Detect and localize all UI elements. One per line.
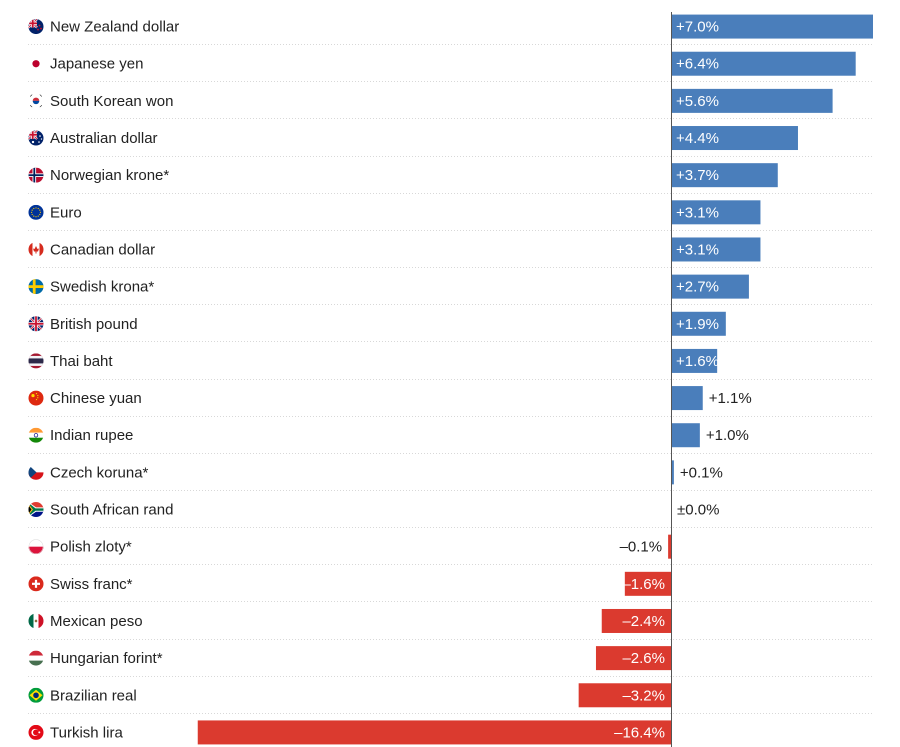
category-label: Thai baht: [50, 353, 113, 370]
category-label: Indian rupee: [50, 427, 133, 444]
bar: [578, 683, 671, 708]
value-label: –0.1%: [620, 539, 663, 556]
value-label: +1.9%: [676, 316, 719, 333]
category-label: Hungarian forint*: [50, 650, 163, 667]
value-label: –2.6%: [622, 650, 665, 667]
mexico-flag-icon: [28, 613, 44, 629]
uk-flag-icon: [28, 316, 44, 332]
bar: [197, 720, 671, 745]
category-label: South Korean won: [50, 93, 173, 110]
south-korea-flag-icon: [28, 93, 44, 109]
category-label: Euro: [50, 204, 82, 221]
category-label: Japanese yen: [50, 56, 143, 73]
eu-flag-icon: [28, 204, 44, 220]
turkey-flag-icon: [28, 724, 44, 740]
value-label: +3.1%: [676, 241, 719, 258]
norway-flag-icon: [28, 167, 44, 183]
category-label: Swiss franc*: [50, 576, 133, 593]
china-flag-icon: [28, 390, 44, 406]
bar: [671, 163, 778, 188]
category-label: Turkish lira: [50, 724, 123, 741]
value-label: ±0.0%: [677, 502, 719, 519]
brazil-flag-icon: [28, 687, 44, 703]
sweden-flag-icon: [28, 279, 44, 295]
value-label: +1.6%: [676, 353, 719, 370]
category-label: Swedish krona*: [50, 279, 154, 296]
south-africa-flag-icon: [28, 502, 44, 518]
category-label: South African rand: [50, 502, 173, 519]
value-label: +3.7%: [676, 167, 719, 184]
value-label: –16.4%: [614, 724, 665, 741]
value-label: –2.4%: [622, 613, 665, 630]
bar: [671, 14, 873, 39]
poland-flag-icon: [28, 539, 44, 555]
value-label: +0.1%: [680, 464, 723, 481]
thailand-flag-icon: [28, 353, 44, 369]
bar: [671, 311, 726, 336]
category-label: Norwegian krone*: [50, 167, 169, 184]
category-label: Australian dollar: [50, 130, 158, 147]
bar: [671, 423, 700, 448]
category-label: British pound: [50, 316, 138, 333]
new-zealand-flag-icon: [28, 19, 44, 35]
hungary-flag-icon: [28, 650, 44, 666]
value-label: +2.7%: [676, 279, 719, 296]
bar: [671, 460, 674, 485]
category-label: Czech koruna*: [50, 464, 149, 481]
bar: [671, 348, 718, 373]
bar: [668, 534, 671, 559]
india-flag-icon: [28, 427, 44, 443]
australia-flag-icon: [28, 130, 44, 146]
canada-flag-icon: [28, 241, 44, 257]
bar: [671, 237, 761, 262]
bar: [671, 274, 749, 299]
category-label: Canadian dollar: [50, 241, 155, 258]
value-label: –3.2%: [622, 687, 665, 704]
value-label: +6.4%: [676, 56, 719, 73]
bar: [671, 51, 856, 76]
czech-flag-icon: [28, 464, 44, 480]
bar: [595, 646, 671, 671]
value-label: +1.1%: [709, 390, 752, 407]
value-label: –1.6%: [622, 576, 665, 593]
category-label: Brazilian real: [50, 687, 137, 704]
value-label: +4.4%: [676, 130, 719, 147]
value-label: +1.0%: [706, 427, 749, 444]
category-label: Mexican peso: [50, 613, 143, 630]
category-label: Polish zloty*: [50, 539, 132, 556]
japan-flag-icon: [28, 56, 44, 72]
bar: [671, 386, 703, 411]
category-label: Chinese yuan: [50, 390, 142, 407]
bar: [671, 126, 798, 151]
value-label: +5.6%: [676, 93, 719, 110]
bar: [601, 608, 671, 633]
bar: [671, 200, 761, 225]
bar: [671, 88, 833, 113]
bar: [624, 571, 671, 596]
value-label: +7.0%: [676, 19, 719, 36]
category-label: New Zealand dollar: [50, 19, 179, 36]
value-label: +3.1%: [676, 204, 719, 221]
switzerland-flag-icon: [28, 576, 44, 592]
